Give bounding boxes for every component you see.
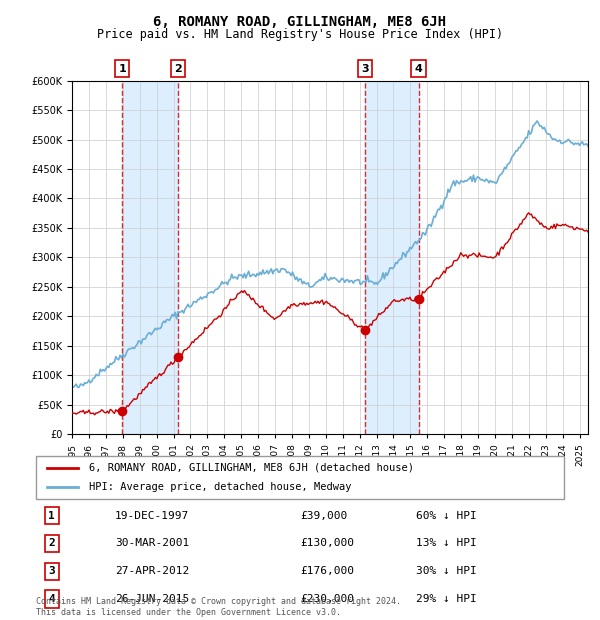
Text: 1: 1 (118, 64, 126, 74)
Text: 13% ↓ HPI: 13% ↓ HPI (416, 539, 477, 549)
Text: 30-MAR-2001: 30-MAR-2001 (115, 539, 190, 549)
Text: HPI: Average price, detached house, Medway: HPI: Average price, detached house, Medw… (89, 482, 352, 492)
Text: 3: 3 (49, 567, 55, 577)
Text: 2: 2 (49, 539, 55, 549)
Text: 26-JUN-2015: 26-JUN-2015 (115, 595, 190, 604)
Bar (122, 81, 178, 434)
Text: £130,000: £130,000 (300, 539, 354, 549)
Text: 3: 3 (361, 64, 369, 74)
Text: 2: 2 (174, 64, 182, 74)
Text: £176,000: £176,000 (300, 567, 354, 577)
Text: 1: 1 (49, 511, 55, 521)
Text: Price paid vs. HM Land Registry's House Price Index (HPI): Price paid vs. HM Land Registry's House … (97, 28, 503, 41)
Text: £39,000: £39,000 (300, 511, 347, 521)
Text: 19-DEC-1997: 19-DEC-1997 (115, 511, 190, 521)
FancyBboxPatch shape (36, 456, 564, 499)
Text: 27-APR-2012: 27-APR-2012 (115, 567, 190, 577)
Bar (365, 81, 419, 434)
Text: 6, ROMANY ROAD, GILLINGHAM, ME8 6JH: 6, ROMANY ROAD, GILLINGHAM, ME8 6JH (154, 16, 446, 30)
Text: 30% ↓ HPI: 30% ↓ HPI (416, 567, 477, 577)
Text: Contains HM Land Registry data © Crown copyright and database right 2024.
This d: Contains HM Land Registry data © Crown c… (36, 598, 401, 617)
Text: 29% ↓ HPI: 29% ↓ HPI (416, 595, 477, 604)
Text: 60% ↓ HPI: 60% ↓ HPI (416, 511, 477, 521)
Text: 4: 4 (49, 595, 55, 604)
Text: 4: 4 (415, 64, 422, 74)
Text: £230,000: £230,000 (300, 595, 354, 604)
Text: 6, ROMANY ROAD, GILLINGHAM, ME8 6JH (detached house): 6, ROMANY ROAD, GILLINGHAM, ME8 6JH (det… (89, 463, 414, 473)
